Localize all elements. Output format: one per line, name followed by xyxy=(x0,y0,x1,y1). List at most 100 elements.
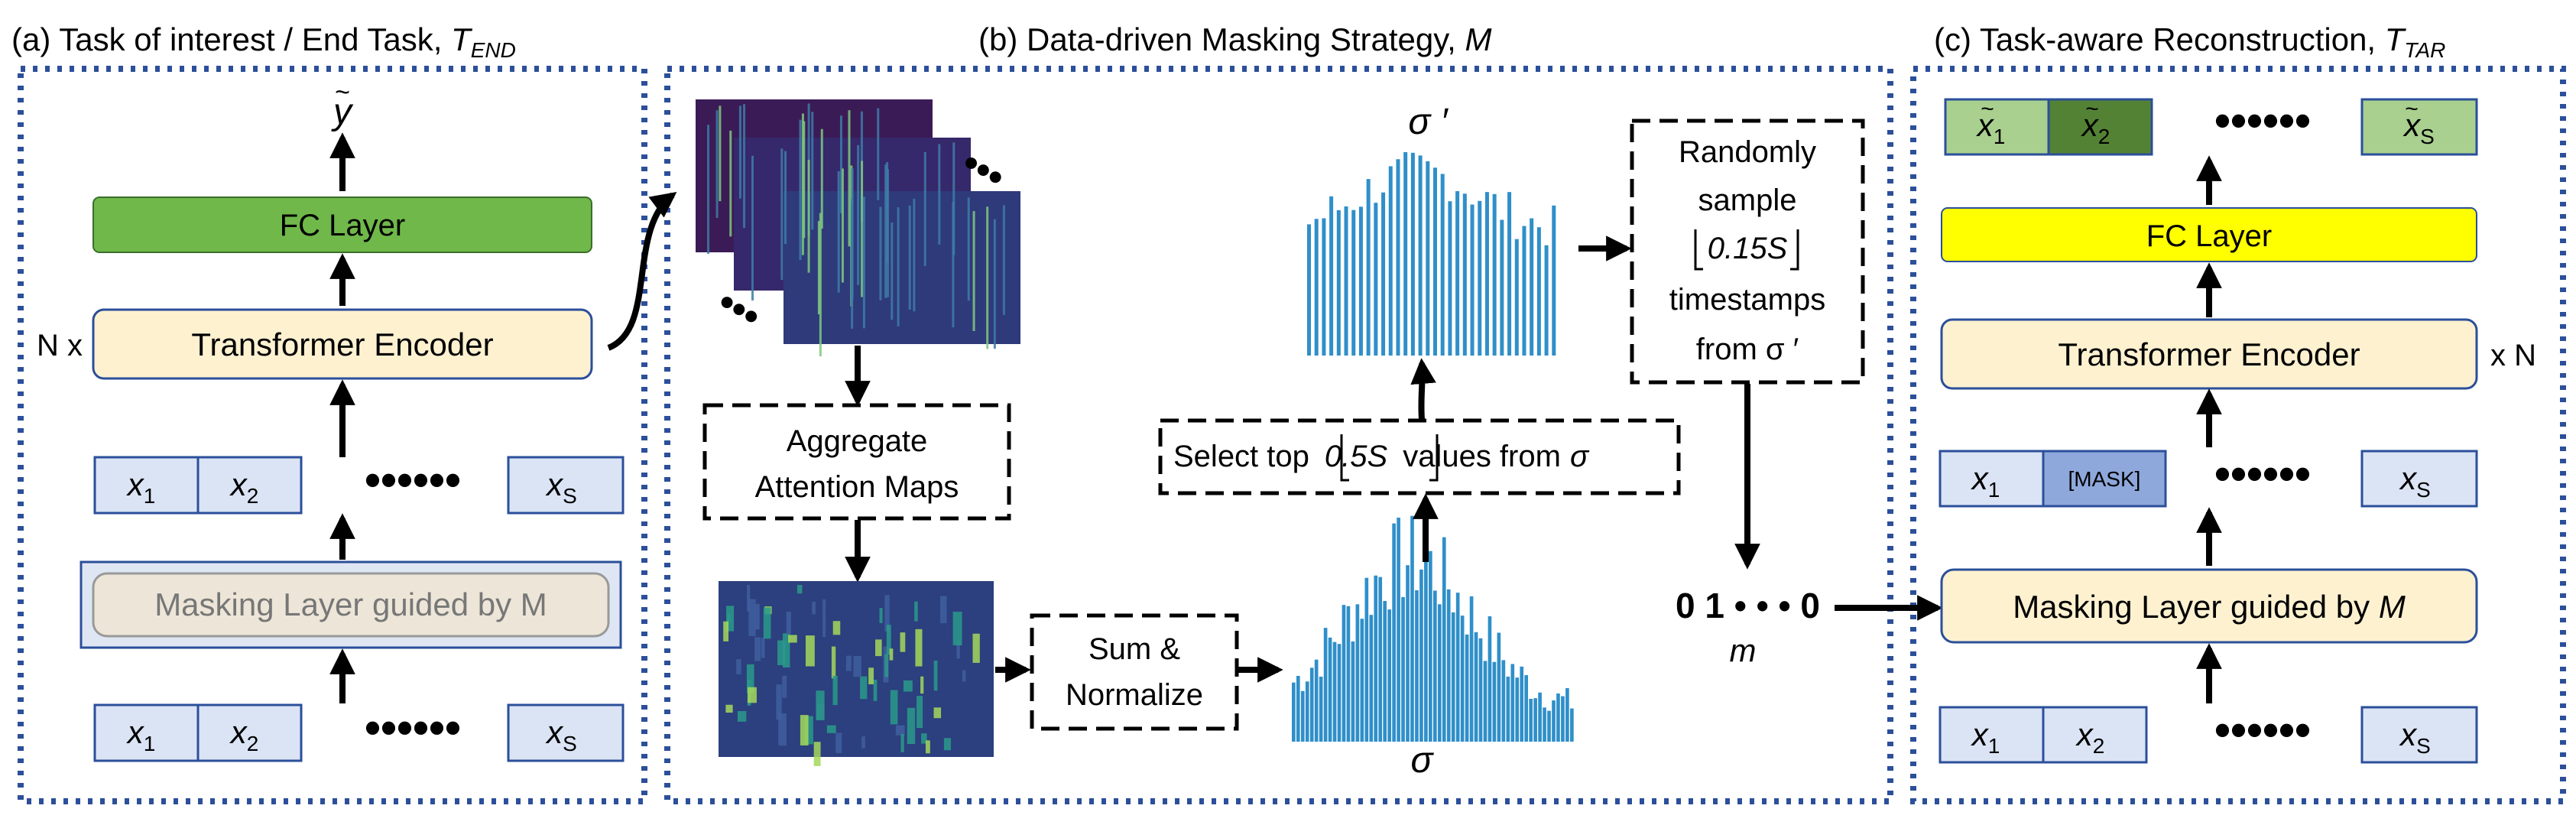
sigma-prime-bar xyxy=(1544,245,1549,356)
sigma-bar xyxy=(1547,710,1551,742)
sigma-bar xyxy=(1433,590,1437,742)
heat-cell xyxy=(933,660,938,691)
sigma-bar xyxy=(1401,596,1405,742)
fc-layer-a-label: FC Layer xyxy=(280,209,406,242)
random-sample-box[interactable] xyxy=(1630,119,1865,385)
heat-cell xyxy=(886,625,891,654)
sigma-prime-bar xyxy=(1307,224,1311,356)
fc-layer-a xyxy=(92,197,592,253)
mid-token-xs-label: xS xyxy=(2399,460,2431,502)
sigma-bar xyxy=(1469,596,1474,742)
heat-cell xyxy=(925,740,930,754)
sigma-bar xyxy=(1483,661,1488,742)
heat-cell xyxy=(777,640,786,665)
sigma-bar xyxy=(1292,682,1296,742)
sigma-prime-bar-chart xyxy=(1307,151,1556,356)
heat-cell xyxy=(748,687,757,703)
sigma-prime-bar xyxy=(1381,192,1386,356)
heat-cell xyxy=(786,611,791,635)
sigma-bar xyxy=(1492,661,1497,742)
sigma-bar xyxy=(1364,577,1369,742)
heat-stripe xyxy=(877,108,880,200)
sigma-prime-bar xyxy=(1336,210,1341,356)
heat-cell xyxy=(956,640,960,659)
sigma-bar xyxy=(1429,551,1432,742)
heat-stripe xyxy=(715,110,719,218)
sigma-bar xyxy=(1355,604,1360,742)
heat-cell xyxy=(873,679,878,701)
token-xs-bottom xyxy=(507,703,625,762)
random-line5: from σ ′ xyxy=(1696,333,1799,366)
mask-vector: 0 1 • • • 0 xyxy=(1676,586,1820,625)
sigma-prime-bar xyxy=(1530,218,1534,356)
select-top-box[interactable] xyxy=(1158,418,1681,495)
heat-stripe xyxy=(801,113,804,255)
sigma-bar xyxy=(1323,628,1328,742)
heat-cell xyxy=(778,713,787,746)
heat-stripe xyxy=(780,148,784,281)
sigma-prime-bar xyxy=(1329,196,1334,356)
in-token-x2-label: x2 xyxy=(2075,716,2105,758)
out-token-x1-tilde: ~ xyxy=(1981,96,1994,122)
heat-stripe xyxy=(879,206,882,300)
sum-line2: Normalize xyxy=(1066,678,1203,712)
sigma-bar xyxy=(1410,515,1414,742)
sigma-bar xyxy=(1451,612,1455,742)
heat-cell xyxy=(890,690,898,725)
heat-stripe xyxy=(738,106,741,199)
token-xs-top-label: xS xyxy=(545,466,577,508)
heat-stripe xyxy=(837,171,840,293)
sum-normalize-box[interactable] xyxy=(1030,613,1239,731)
heat-cell xyxy=(736,659,741,674)
heat-cell xyxy=(776,684,782,720)
aggregated-heatmap-stripes xyxy=(723,585,980,766)
sigma-prime-bar xyxy=(1462,193,1467,356)
masking-layer-c-label: Masking Layer guided by M xyxy=(2013,589,2406,625)
heat-cell xyxy=(889,648,894,661)
heat-stripe xyxy=(938,144,941,245)
sigma-bar xyxy=(1524,674,1529,742)
heat-cell xyxy=(723,621,729,641)
token-x1-bottom-label: x1 xyxy=(126,714,156,755)
sigma-bar xyxy=(1309,667,1314,742)
heat-cell xyxy=(933,707,942,719)
heat-cell xyxy=(879,608,883,623)
sigma-prime-bar xyxy=(1433,167,1437,356)
token-xs-bottom-label: xS xyxy=(545,714,577,755)
heat-cell xyxy=(903,680,913,692)
aggregate-line1: Aggregate xyxy=(787,424,928,458)
random-line3: 0.15S xyxy=(1708,232,1788,265)
sigma-bar xyxy=(1314,659,1319,742)
sigma-bar xyxy=(1488,616,1492,742)
heat-stripe xyxy=(817,221,820,315)
token-x2-bottom-label: x2 xyxy=(229,714,259,755)
sigma-prime-bar xyxy=(1322,218,1326,356)
heat-cell xyxy=(761,638,765,658)
heat-cell xyxy=(826,725,836,733)
sigma-bar xyxy=(1305,681,1309,742)
heat-cell xyxy=(804,716,813,745)
panel-c-border xyxy=(1910,66,2566,804)
heat-stripe xyxy=(884,164,887,298)
sigma-bar xyxy=(1533,698,1537,742)
sigma-prime-bar xyxy=(1478,200,1482,356)
sigma-bar xyxy=(1552,700,1556,742)
heat-cell xyxy=(917,696,923,729)
arrow-select-to-sigma-prime xyxy=(1410,358,1436,420)
token-x2-top xyxy=(196,456,303,515)
attention-map-stripes xyxy=(707,103,1005,357)
heat-cell xyxy=(763,607,771,639)
sigma-bar xyxy=(1501,660,1506,742)
aggregate-box[interactable] xyxy=(702,403,1011,521)
ellipsis-out-c: •••••• xyxy=(2214,95,2311,146)
sigma-bar xyxy=(1446,589,1451,742)
sigma-bar-chart xyxy=(1292,515,1574,742)
sigma-bar xyxy=(1300,690,1305,742)
y-tilde-accent: ~ xyxy=(335,78,350,107)
heat-cell xyxy=(800,715,809,745)
heat-stripe xyxy=(839,115,842,213)
transformer-encoder-a xyxy=(92,308,593,380)
x-n-label: x N xyxy=(2490,339,2536,372)
sigma-prime-bar xyxy=(1470,204,1475,356)
mask-token-label: [MASK] xyxy=(2068,467,2141,491)
